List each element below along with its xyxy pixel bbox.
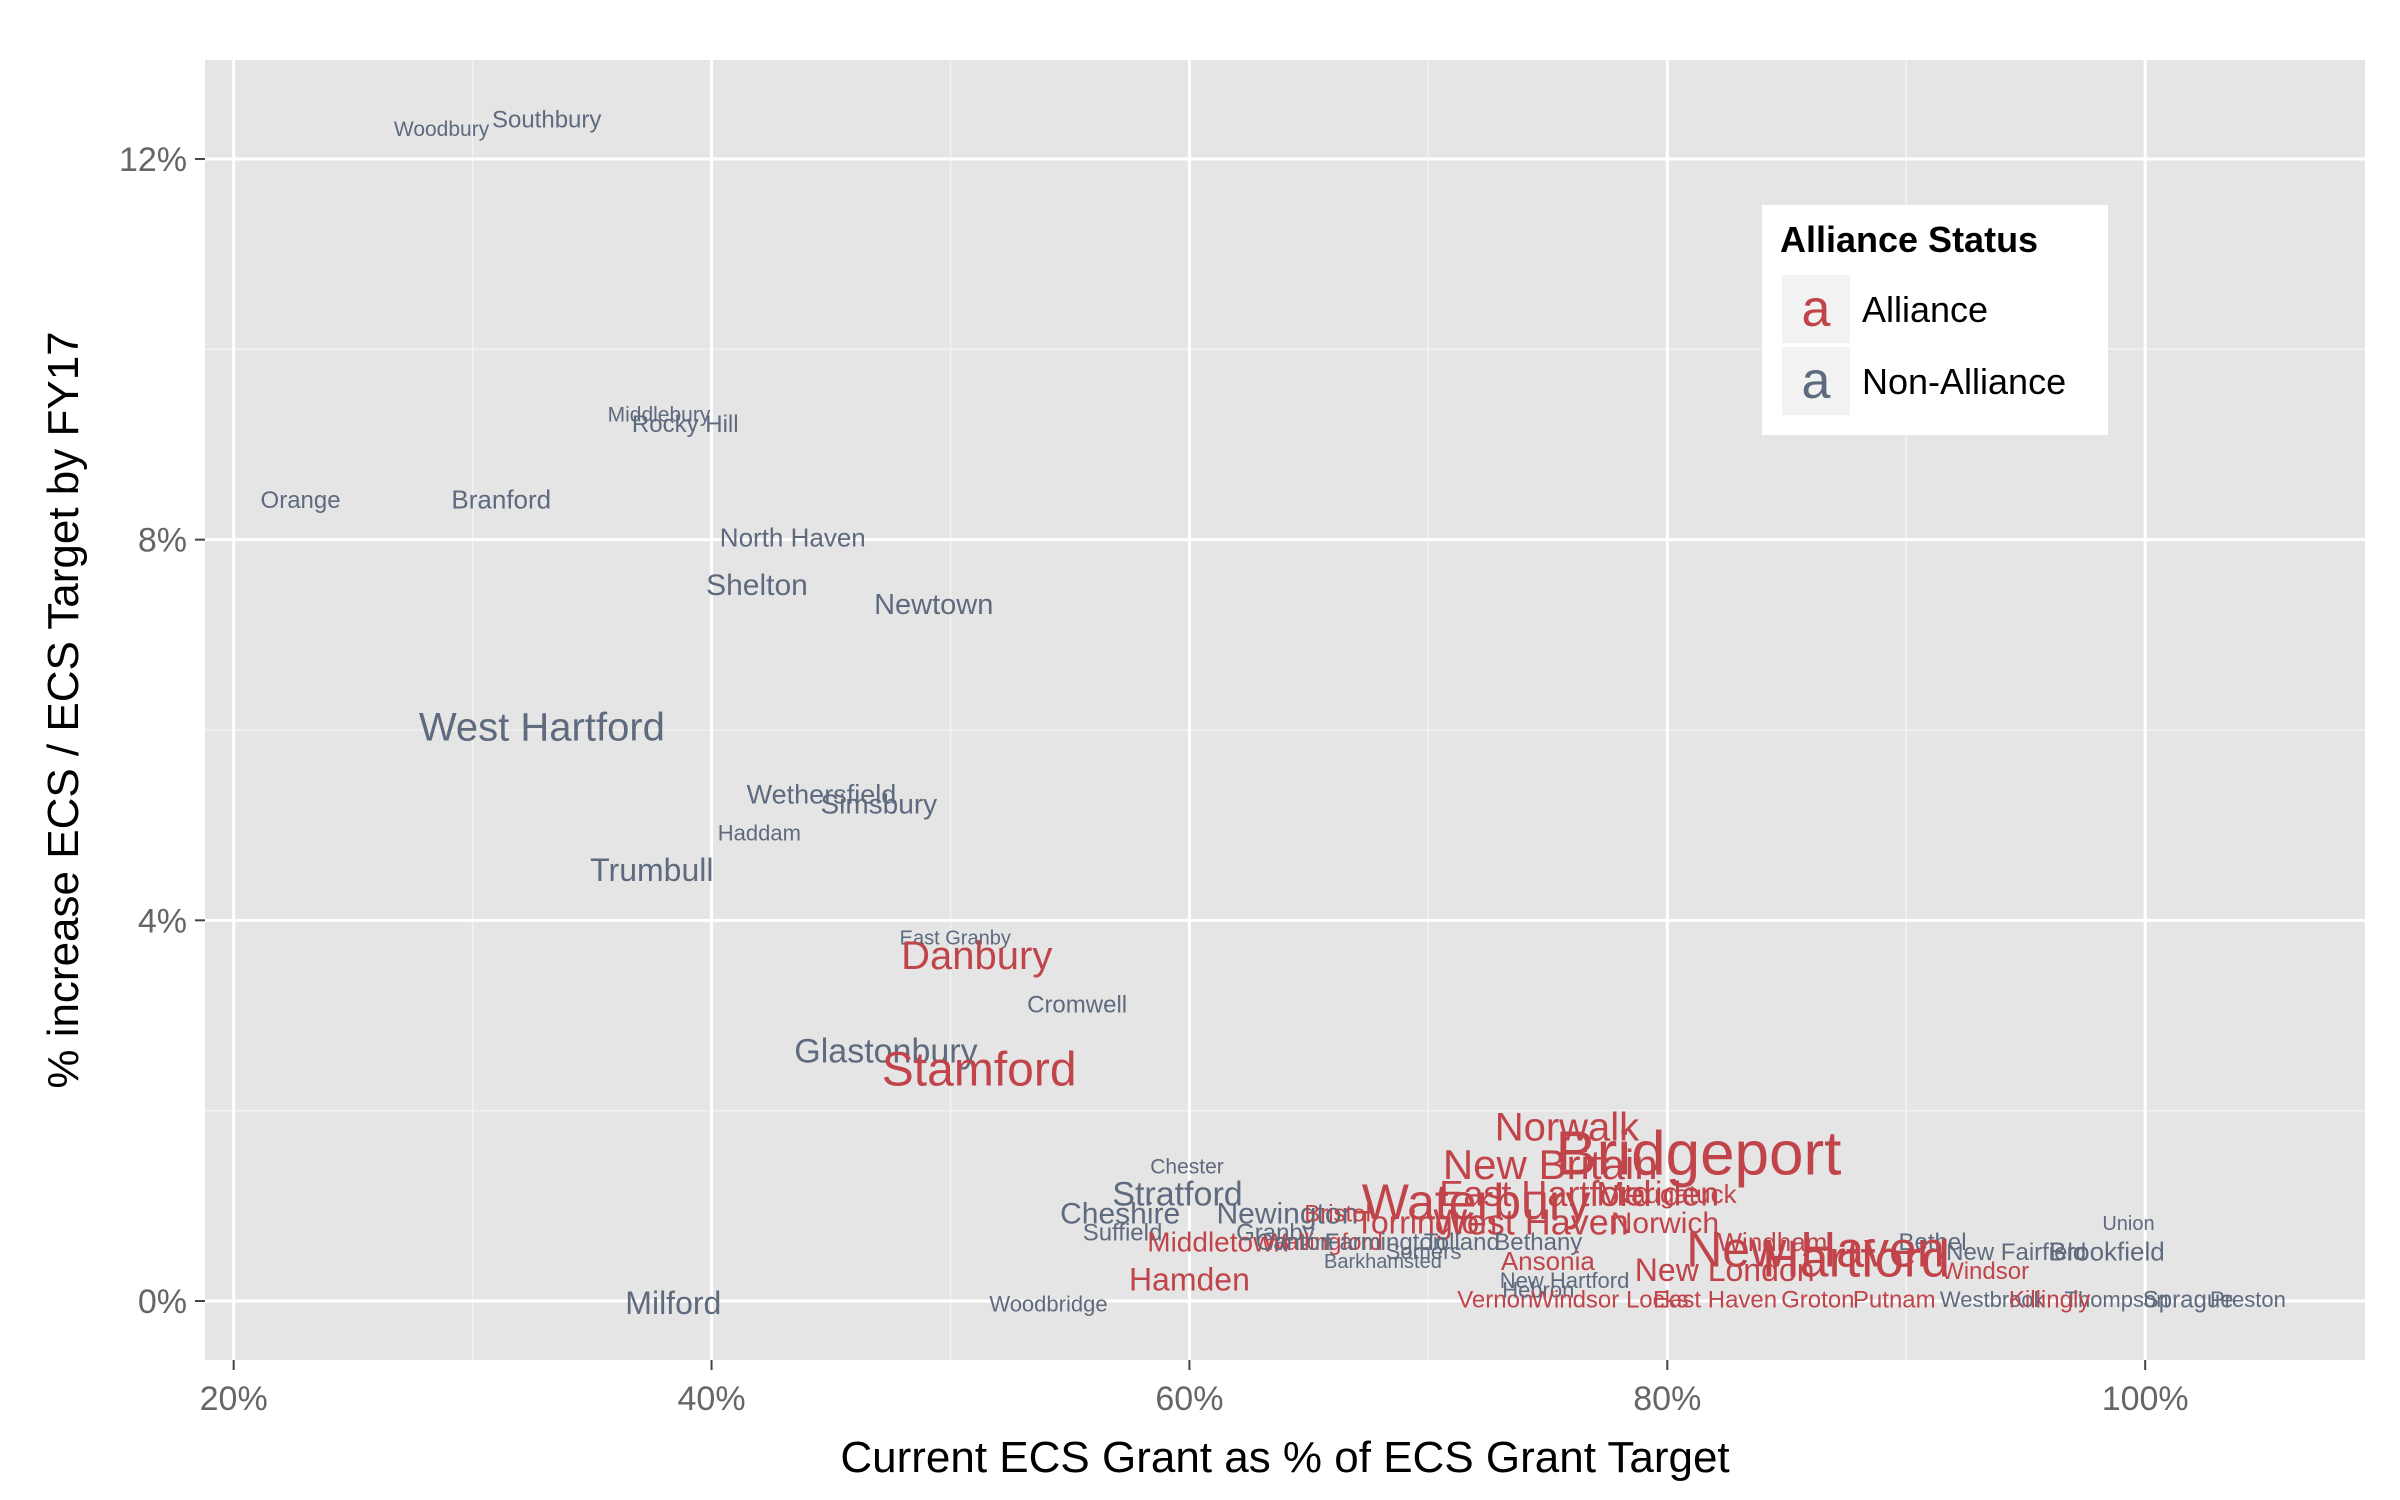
town-label: Windsor Locks: [1531, 1286, 1688, 1313]
town-label: Woodbridge: [989, 1292, 1107, 1317]
x-tick-label: 80%: [1633, 1380, 1701, 1418]
town-label: Killingly: [2009, 1286, 2090, 1313]
town-label: Windsor: [1941, 1258, 2029, 1285]
town-label: Granby: [1236, 1220, 1315, 1247]
town-label: Shelton: [706, 569, 808, 602]
town-label: Meriden: [1596, 1175, 1719, 1213]
town-label: Hartford: [1762, 1231, 1950, 1289]
town-label: Barkhamsted: [1324, 1251, 1442, 1273]
legend-key-non-alliance: [1782, 347, 1850, 415]
town-label: Preston: [2210, 1287, 2286, 1312]
town-label: Middlebury: [608, 403, 711, 426]
town-label: Thompson: [2065, 1287, 2169, 1312]
town-label: Orange: [261, 487, 341, 514]
town-label: Hebron: [1502, 1277, 1574, 1302]
town-label: Norwich: [1611, 1207, 1719, 1240]
y-tick-label: 8%: [138, 522, 187, 560]
town-label: North Haven: [720, 523, 866, 553]
town-label: New London: [1635, 1252, 1815, 1288]
town-label: Stratford: [1112, 1175, 1242, 1213]
town-label: Cheshire: [1060, 1197, 1180, 1230]
town-label: Suffield: [1083, 1220, 1163, 1247]
town-label: West Hartford: [419, 706, 665, 750]
town-label: Sprague: [2143, 1286, 2234, 1313]
legend-title: Alliance Status: [1780, 219, 2038, 260]
town-label: Danbury: [901, 934, 1052, 978]
town-label: Windham: [1718, 1227, 1828, 1257]
town-label: Torrington: [1355, 1204, 1497, 1240]
town-label: East Granby: [900, 928, 1011, 950]
town-label: Wethersfield: [747, 780, 897, 810]
town-label: Bethel: [1898, 1229, 1966, 1256]
town-label: Farmington: [1325, 1229, 1446, 1256]
town-label: Chester: [1150, 1155, 1224, 1178]
y-axis: 0% 4% 8% 12%: [119, 141, 205, 1321]
x-tick-label: 100%: [2102, 1380, 2189, 1418]
town-label: Cromwell: [1027, 991, 1127, 1018]
town-label: Glastonbury: [794, 1033, 977, 1071]
legend-key-glyph-alliance: a: [1802, 280, 1831, 338]
y-tick-label: 4%: [138, 902, 187, 940]
legend-label-non-alliance: Non-Alliance: [1862, 361, 2066, 402]
town-label: Putnam: [1853, 1286, 1936, 1313]
town-label: New Hartford: [1500, 1268, 1630, 1293]
major-gridlines: [205, 60, 2365, 1360]
town-label: Milford: [625, 1285, 721, 1321]
town-label: Tolland: [1424, 1229, 1500, 1256]
town-label: East Haven: [1653, 1286, 1777, 1313]
town-label: Hamden: [1129, 1261, 1250, 1297]
town-label: Stamford: [882, 1043, 1077, 1096]
x-tick-label: 60%: [1155, 1380, 1223, 1418]
town-label: Norwalk: [1495, 1105, 1640, 1149]
town-label: Waterbury: [1362, 1174, 1591, 1230]
town-label: Wallingford: [1264, 1229, 1383, 1256]
town-label: Simsbury: [820, 789, 937, 820]
x-axis-title: Current ECS Grant as % of ECS Grant Targ…: [840, 1433, 1729, 1482]
town-label: Vernon: [1457, 1286, 1533, 1313]
town-label: Woodbury: [394, 118, 490, 141]
town-label: Naugatuck: [1612, 1179, 1737, 1209]
legend: Alliance Status a Alliance a Non-Allianc…: [1762, 205, 2108, 435]
town-label: Middletown: [1147, 1226, 1289, 1257]
y-tick-label: 12%: [119, 141, 187, 179]
town-label: Rocky Hill: [632, 411, 739, 438]
town-label: New Fairfield: [1946, 1239, 2086, 1266]
town-label: Union: [2102, 1213, 2154, 1235]
y-axis-title: % increase ECS / ECS Target by FY17: [39, 331, 88, 1088]
town-label: Southbury: [492, 106, 601, 133]
town-label: Brookfield: [2049, 1236, 2165, 1266]
legend-key-glyph-non-alliance: a: [1802, 352, 1831, 410]
town-label: Bridgeport: [1555, 1120, 1841, 1189]
x-axis: 20% 40% 60% 80% 100%: [200, 1360, 2189, 1418]
y-tick-label: 0%: [138, 1283, 187, 1321]
town-label: Trumbull: [590, 852, 713, 888]
town-label: East Hartford: [1439, 1173, 1651, 1214]
town-label: Bethany: [1494, 1229, 1582, 1256]
legend-key-alliance: [1782, 275, 1850, 343]
town-label: Ansonia: [1501, 1246, 1595, 1276]
town-label: Westbrook: [1940, 1287, 2046, 1312]
legend-label-alliance: Alliance: [1862, 289, 1988, 330]
x-tick-label: 40%: [678, 1380, 746, 1418]
town-label: West Haven: [1433, 1201, 1628, 1242]
town-label: Branford: [451, 484, 551, 514]
town-label: Newtown: [874, 589, 993, 621]
town-label: New Haven: [1686, 1222, 1944, 1278]
town-label: Haddam: [718, 820, 801, 845]
x-tick-label: 20%: [200, 1380, 268, 1418]
town-label: Newington: [1217, 1197, 1359, 1230]
town-label: Groton: [1781, 1286, 1854, 1313]
town-label: Somers: [1386, 1239, 1462, 1264]
town-label: Canton: [1256, 1229, 1333, 1256]
town-label: New Britain: [1443, 1141, 1658, 1188]
town-label: Bristol: [1304, 1201, 1371, 1228]
